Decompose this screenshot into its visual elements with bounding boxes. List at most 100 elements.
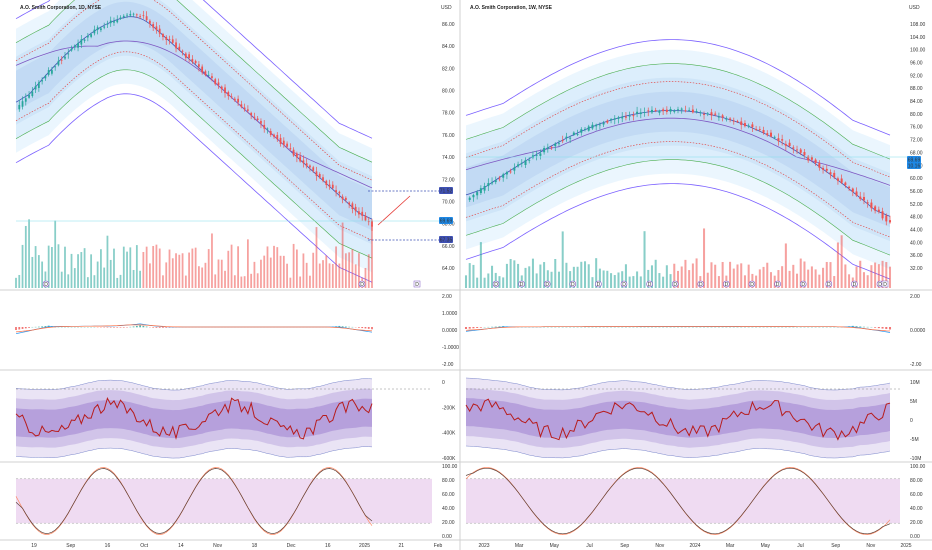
band-red-dotted <box>15 0 373 181</box>
volume-bar <box>546 270 549 288</box>
volume-bar <box>188 252 190 288</box>
volume-bar <box>769 272 772 288</box>
macd-histogram-bar <box>113 327 115 328</box>
candle-body <box>743 123 746 127</box>
volume-bar <box>494 272 497 288</box>
macd-histogram-bar <box>168 327 171 328</box>
volume-bar <box>269 257 272 288</box>
candle-body <box>643 112 646 113</box>
volume-bar <box>513 260 516 288</box>
macd-histogram-bar <box>145 326 148 328</box>
candle-body <box>729 118 732 120</box>
volume-bar <box>628 276 631 288</box>
volume-bar <box>282 255 285 288</box>
earnings-marker-icon <box>42 280 50 288</box>
stochastic-tick-label: 80.00 <box>910 478 923 484</box>
volume-bar <box>524 267 527 288</box>
candle-body <box>781 139 784 141</box>
volume-bar <box>766 262 769 288</box>
candle-body <box>299 156 302 162</box>
volume-bar <box>632 276 635 288</box>
candle-body <box>266 128 269 130</box>
earnings-marker-label: D <box>750 282 754 288</box>
candle-body <box>859 196 862 199</box>
volume-bar <box>502 277 505 288</box>
volume-bar <box>781 266 784 288</box>
macd-histogram-bar <box>468 327 471 329</box>
macd-tick-label: -1.0000 <box>442 345 459 351</box>
oscillator-band <box>466 388 890 448</box>
candle-body <box>162 33 164 38</box>
candle-body <box>580 129 583 133</box>
price-tick-label: 70.00 <box>442 199 455 205</box>
volume-bar <box>204 262 207 288</box>
candle-body <box>866 202 869 204</box>
volume-bar <box>528 266 531 288</box>
price-badge <box>439 217 453 224</box>
candle-body <box>191 58 194 62</box>
volume-bar <box>584 261 587 288</box>
macd-histogram-bar <box>877 327 880 329</box>
outer-band-lower <box>15 93 373 283</box>
volume-bar <box>531 258 534 288</box>
candle-body <box>318 174 321 178</box>
volume-bar <box>70 253 73 288</box>
macd-histogram-bar <box>139 325 142 328</box>
candle-body <box>18 104 21 110</box>
candle-body <box>807 156 810 161</box>
price-tick-label: 36.00 <box>910 253 923 259</box>
candle-body <box>171 39 174 43</box>
price-tick-label: 92.00 <box>910 73 923 79</box>
oscillator-band <box>466 398 890 438</box>
earnings-marker-icon <box>671 280 679 288</box>
volume-bar <box>613 275 616 288</box>
volume-bar <box>224 270 226 288</box>
left-chart-title: A.O. Smith Corporation, 1D, NYSE <box>20 5 102 11</box>
price-tick-label: 72.00 <box>910 138 923 144</box>
volume-bar <box>67 274 70 288</box>
volume-bar <box>814 269 817 288</box>
candle-body <box>201 66 204 73</box>
candle-body <box>472 194 475 198</box>
volume-bar <box>116 277 119 288</box>
volume-bar <box>747 264 750 288</box>
volume-bar <box>877 264 880 288</box>
macd-histogram-bar <box>109 327 112 328</box>
volume-bar <box>688 270 691 288</box>
candle-body <box>844 182 847 185</box>
candle-body <box>531 155 534 158</box>
date-tick-label: Sep <box>66 543 75 549</box>
volume-bar <box>650 265 653 288</box>
earnings-marker-icon <box>620 280 628 288</box>
earnings-marker-label: D <box>648 282 652 288</box>
volume-bar <box>740 263 743 288</box>
volume-bar <box>305 262 308 288</box>
macd-histogram-bar <box>155 327 158 328</box>
dividend-icon <box>413 280 421 288</box>
oscillator-band-edge <box>465 445 891 459</box>
volume-bar <box>354 264 357 288</box>
volume-bar <box>77 254 79 288</box>
earnings-marker-icon <box>595 280 602 288</box>
volume-bar <box>788 270 791 288</box>
candle-body <box>73 45 76 48</box>
candle-body <box>706 113 709 115</box>
date-tick-label: Nov <box>866 543 875 549</box>
date-tick-label: May <box>550 543 560 549</box>
price-tick-label: 74.00 <box>442 155 455 161</box>
price-tick-label: 78.00 <box>442 111 455 117</box>
candle-body <box>755 128 758 130</box>
date-tick-label: Dec <box>287 543 296 549</box>
macd-tick-label: -2.00 <box>910 362 922 368</box>
candle-body <box>591 124 594 129</box>
stochastic-d-line <box>15 468 373 534</box>
candle-body <box>286 143 288 147</box>
macd-histogram-bar <box>881 327 884 329</box>
candle-body <box>535 155 538 157</box>
candle-body <box>305 163 308 167</box>
volume-bar <box>855 266 858 288</box>
candle-body <box>211 76 213 78</box>
oscillator-band <box>16 378 372 459</box>
volume-bar <box>315 227 318 288</box>
stochastic-zone <box>16 478 432 524</box>
